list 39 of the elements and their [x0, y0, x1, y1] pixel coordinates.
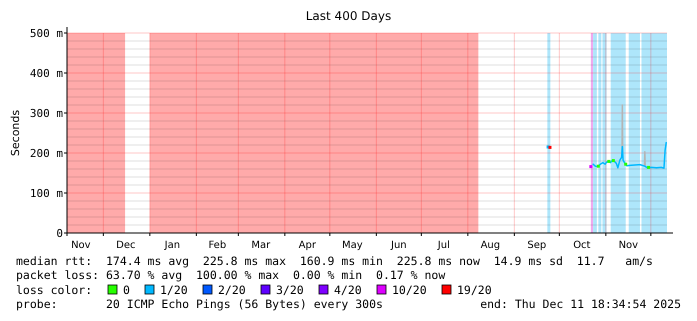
x-tick-label: Jun — [390, 240, 407, 251]
x-tick-label: Jul — [436, 240, 450, 251]
x-tick-label: Aug — [480, 240, 500, 251]
point — [624, 162, 628, 166]
point — [596, 164, 600, 168]
legend-label: 19/20 — [457, 283, 492, 297]
y-tick-label: 100 m — [30, 187, 64, 200]
text: median rtt: 174.4 ms avg 225.8 ms max 160.9 ms min 225.8 ms now 14.9 ms sd 11.7 am/s — [16, 254, 653, 268]
point — [589, 165, 592, 168]
point — [607, 160, 610, 163]
legend-label: 0 — [123, 283, 130, 297]
legend-title: loss color: — [16, 283, 92, 297]
x-tick-label: Feb — [208, 240, 226, 251]
legend-label: 4/20 — [334, 283, 362, 297]
x-tick-label: Nov — [71, 240, 91, 251]
legend-label: 3/20 — [276, 283, 304, 297]
text: probe: 20 ICMP Echo Pings (56 Bytes) every 300s — [16, 297, 383, 311]
x-tick-label: Apr — [298, 240, 317, 251]
point — [612, 159, 615, 162]
y-axis-title: Seconds — [9, 110, 22, 156]
y-tick-label: 500 m — [30, 27, 64, 40]
chart-title: Last 400 Days — [306, 9, 392, 23]
x-tick-label: Sep — [527, 240, 546, 251]
legend-label: 2/20 — [218, 283, 246, 297]
y-tick-label: 400 m — [30, 67, 64, 80]
y-tick-label: 200 m — [30, 147, 64, 160]
x-tick-label: Oct — [573, 240, 591, 251]
x-tick-label: Dec — [116, 240, 136, 251]
y-tick-label: 300 m — [30, 107, 64, 120]
y-tick-label: 0 — [56, 227, 63, 240]
point — [647, 166, 650, 169]
text: end: Thu Dec 11 18:34:54 2025 — [480, 297, 681, 311]
legend-label: 10/20 — [392, 283, 427, 297]
x-tick-label: Mar — [251, 240, 272, 251]
x-tick-label: Nov — [618, 240, 638, 251]
text: packet loss: 63.70 % avg 100.00 % max 0.00 % min 0.17 % now — [16, 268, 446, 282]
x-tick-label: May — [342, 240, 363, 251]
legend-label: 1/20 — [160, 283, 188, 297]
x-tick-label: Jan — [164, 240, 180, 251]
